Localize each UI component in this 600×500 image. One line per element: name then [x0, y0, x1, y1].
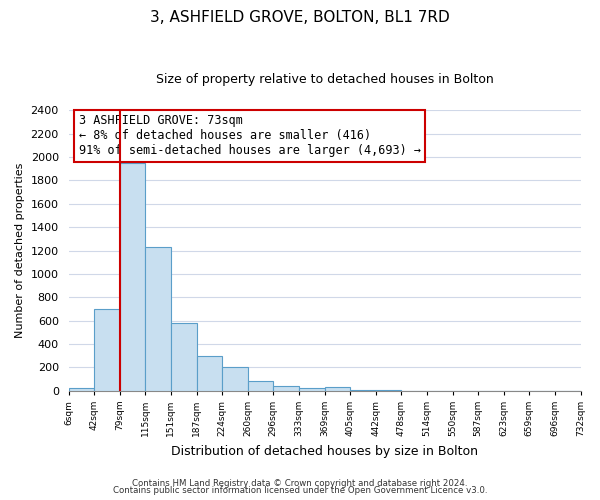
Bar — [274, 386, 299, 391]
Bar — [299, 388, 325, 391]
Bar — [68, 388, 94, 391]
Text: Contains public sector information licensed under the Open Government Licence v3: Contains public sector information licen… — [113, 486, 487, 495]
Bar — [350, 390, 376, 391]
Bar — [197, 356, 222, 391]
Text: 3 ASHFIELD GROVE: 73sqm
← 8% of detached houses are smaller (416)
91% of semi-de: 3 ASHFIELD GROVE: 73sqm ← 8% of detached… — [79, 114, 421, 158]
Text: 3, ASHFIELD GROVE, BOLTON, BL1 7RD: 3, ASHFIELD GROVE, BOLTON, BL1 7RD — [150, 10, 450, 25]
Bar — [145, 247, 171, 391]
Bar — [94, 309, 120, 391]
Y-axis label: Number of detached properties: Number of detached properties — [15, 163, 25, 338]
Bar — [222, 368, 248, 391]
Text: Contains HM Land Registry data © Crown copyright and database right 2024.: Contains HM Land Registry data © Crown c… — [132, 478, 468, 488]
Bar — [171, 323, 197, 391]
Bar — [376, 390, 401, 391]
X-axis label: Distribution of detached houses by size in Bolton: Distribution of detached houses by size … — [171, 444, 478, 458]
Bar — [325, 386, 350, 391]
Bar — [248, 382, 274, 391]
Bar — [120, 163, 145, 391]
Title: Size of property relative to detached houses in Bolton: Size of property relative to detached ho… — [155, 72, 493, 86]
